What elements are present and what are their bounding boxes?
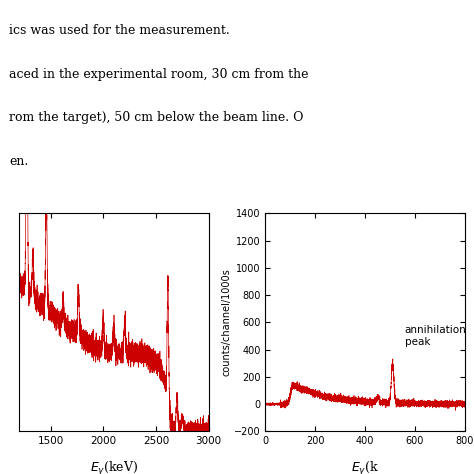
Text: $E_\gamma$(k: $E_\gamma$(k [351,460,379,474]
Text: en.: en. [9,155,29,168]
Text: $E_\gamma$(keV): $E_\gamma$(keV) [90,460,138,474]
Y-axis label: counts/channel/1000s: counts/channel/1000s [221,268,231,376]
Text: annihilation
peak: annihilation peak [405,325,466,347]
Text: ics was used for the measurement.: ics was used for the measurement. [9,24,230,37]
Text: aced in the experimental room, 30 cm from the: aced in the experimental room, 30 cm fro… [9,68,309,81]
Text: rom the target), 50 cm below the beam line. O: rom the target), 50 cm below the beam li… [9,111,304,125]
